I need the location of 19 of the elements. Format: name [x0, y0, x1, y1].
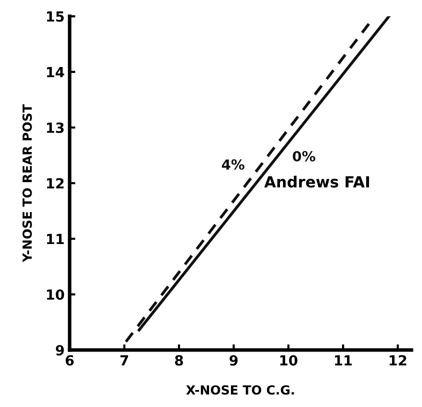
x-tick-label: 10 — [280, 355, 298, 366]
series-label: 4% — [222, 159, 244, 170]
y-tick-label: 10 — [47, 289, 64, 300]
x-tick-label: 11 — [334, 355, 352, 366]
y-tick-label: 14 — [47, 67, 64, 78]
x-tick-label: 9 — [230, 355, 238, 366]
y-axis-title: Y-NOSE TO REAR POST — [22, 104, 32, 262]
y-tick-label: 13 — [47, 122, 64, 133]
y-tick-label: 9 — [56, 345, 64, 356]
annotation: Andrews FAI — [264, 176, 370, 188]
x-tick-label: 12 — [390, 355, 406, 366]
x-tick-label: 7 — [120, 355, 128, 366]
y-tick-label: 12 — [47, 178, 64, 188]
x-axis-title: X-NOSE TO C.G. — [186, 385, 294, 395]
y-tick-label: 15 — [47, 11, 64, 22]
y-tick-label: 11 — [47, 234, 64, 244]
x-tick-label: 6 — [66, 355, 74, 366]
x-tick-label: 8 — [175, 355, 183, 366]
series-label: 0% — [292, 150, 316, 162]
